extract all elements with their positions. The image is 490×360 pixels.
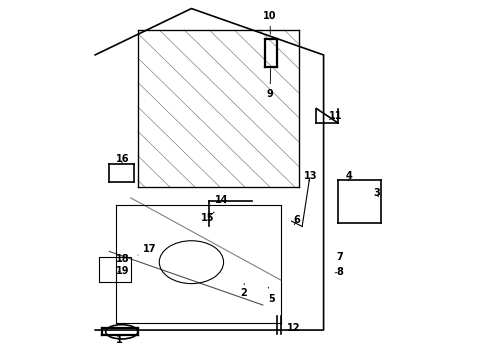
Text: 3: 3 (374, 188, 381, 198)
Text: 19: 19 (116, 266, 129, 276)
Text: 16: 16 (116, 154, 129, 164)
Text: 10: 10 (263, 11, 277, 34)
Bar (98, 257, 131, 282)
Text: 5: 5 (268, 287, 275, 303)
Text: 12: 12 (281, 323, 300, 333)
Text: 1: 1 (116, 335, 122, 345)
Text: 2: 2 (240, 284, 246, 297)
Text: 7: 7 (336, 252, 343, 262)
Text: 11: 11 (329, 111, 343, 121)
Text: 13: 13 (304, 171, 318, 181)
Text: 17: 17 (138, 244, 157, 255)
Text: 18: 18 (116, 253, 130, 264)
Text: 9: 9 (267, 68, 273, 99)
Text: 4: 4 (345, 171, 352, 181)
Text: 15: 15 (201, 212, 214, 222)
Text: 8: 8 (335, 267, 343, 277)
Text: 14: 14 (215, 195, 228, 204)
Text: 6: 6 (294, 215, 300, 225)
